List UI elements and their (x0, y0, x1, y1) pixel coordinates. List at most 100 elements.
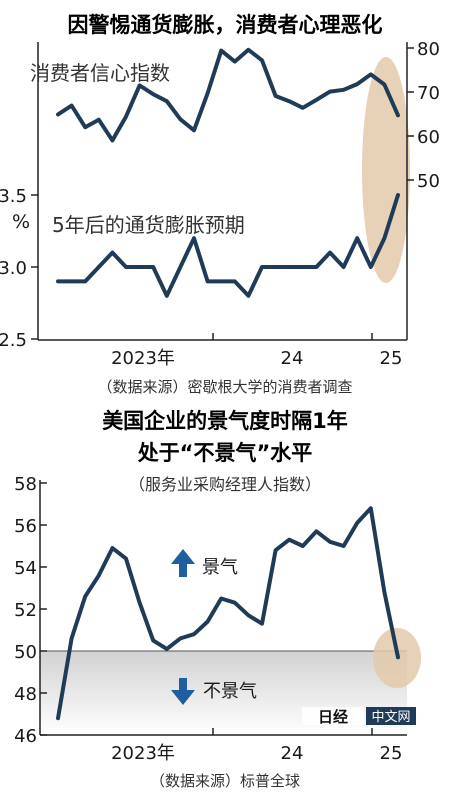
chart2-tick-label: 52 (14, 600, 37, 621)
services-pmi-point (314, 529, 318, 533)
consumer-sentiment-point (246, 48, 250, 52)
inflation-expectation-point (192, 236, 196, 240)
inflation-expectation-point (110, 251, 114, 255)
inflation-expectation-point (314, 265, 318, 269)
consumer-sentiment-line (56, 47, 400, 143)
inflation-expectation-point (70, 279, 74, 283)
consumer-sentiment-point (274, 94, 278, 98)
chart1-right-tick-label: 60 (417, 127, 440, 148)
chart1-right-tick-label: 70 (417, 83, 440, 104)
services-pmi-point (165, 647, 169, 651)
consumer-sentiment-point (192, 128, 196, 132)
chart2-tick-label: 58 (14, 474, 37, 495)
watermark-label-bg (366, 707, 416, 725)
chart1-right-tick-label: 80 (417, 39, 440, 60)
services-pmi-point (342, 544, 346, 548)
chart2-tick-label: 56 (14, 516, 37, 537)
consumer-sentiment-point (287, 99, 291, 103)
services-pmi-point (192, 632, 196, 636)
services-pmi-point (124, 557, 128, 561)
consumer-sentiment-point (301, 106, 305, 110)
inflation-expectation-point (328, 251, 332, 255)
services-pmi-point (138, 601, 142, 605)
chart2-y-ticks: 58 56 54 52 50 48 46 (14, 474, 47, 747)
services-pmi-point (110, 546, 114, 550)
inflation-expectation-point (83, 279, 87, 283)
consumer-sentiment-point (151, 92, 155, 96)
consumer-sentiment-point (124, 115, 128, 119)
services-pmi-point (219, 597, 223, 600)
services-pmi-point (178, 636, 182, 640)
inflation-expectation-point (56, 279, 60, 283)
consumer-sentiment-point (110, 138, 114, 142)
services-pmi-point (70, 636, 74, 640)
chart2-title-line1: 美国企业的景气度时隔1年 (102, 409, 348, 433)
chart1-xlabel-25: 25 (380, 348, 403, 369)
consumer-sentiment-point (233, 60, 237, 64)
chart1-xlabel-24: 24 (281, 348, 304, 369)
chart2-title-line2: 处于“不景气”水平 (137, 441, 313, 465)
chart1-source: （数据来源）密歇根大学的消费者调查 (97, 378, 352, 396)
services-pmi-point (287, 538, 291, 542)
nikkei-watermark: 日经 中文网 (302, 707, 416, 726)
consumer-sentiment-point (342, 88, 346, 92)
chart1-left-tick-label: 2.5 (0, 330, 27, 351)
inflation-expectation-point (246, 294, 250, 298)
inflation-expectation-point (178, 265, 182, 269)
services-pmi-point (233, 601, 237, 605)
inflation-expectation-point (151, 265, 155, 269)
chart2-xlabel-2023: 2023年 (111, 743, 175, 764)
services-pmi-point (151, 639, 155, 642)
chart1-xlabel-2023: 2023年 (111, 348, 175, 369)
inflation-expectation-point (274, 265, 278, 269)
inflation-expectation-point (382, 236, 386, 240)
consumer-sentiment-point (83, 125, 87, 129)
inflation-expectation-point (396, 193, 400, 197)
services-pmi-point (206, 620, 210, 624)
services-pmi-point (246, 613, 250, 617)
chart2-xlabel-25: 25 (380, 743, 403, 764)
chart2-tick-label: 54 (14, 558, 37, 579)
inflation-expectation-point (260, 265, 264, 269)
consumer-sentiment-point (178, 117, 182, 121)
watermark-logo-bg (302, 707, 364, 725)
consumer-sentiment-point (314, 98, 318, 102)
consumer-sentiment-point (165, 99, 169, 103)
inflation-expectation-point (97, 265, 101, 269)
chart2-up-label: 景气 (202, 557, 238, 578)
chart1-title: 因警惕通货膨胀，消费者心理恶化 (68, 13, 383, 37)
consumer-sentiment-point (219, 49, 223, 53)
consumer-sentiment-point (355, 82, 359, 86)
services-pmi-line (56, 506, 400, 721)
services-pmi-point (328, 540, 332, 544)
services-pmi-point (301, 544, 305, 548)
chart2-down-label: 不景气 (203, 681, 257, 702)
chart1-right-tick-label: 50 (417, 171, 440, 192)
consumer-sentiment-point (369, 72, 373, 76)
chart2-xlabel-24: 24 (281, 743, 304, 764)
services-pmi-point (83, 594, 87, 598)
inflation-expectation-line (56, 193, 400, 298)
chart2-subtitle: （服务业采购经理人指数） (129, 475, 321, 494)
services-pmi-point (396, 655, 400, 659)
services-pmi-point (355, 521, 359, 525)
chart1-left-tick-label: 3.0 (0, 258, 27, 279)
inflation-expectation-point (233, 279, 237, 283)
consumer-sentiment-point (260, 58, 264, 62)
chart2-tick-label: 46 (14, 726, 37, 747)
watermark-label: 中文网 (371, 710, 410, 725)
services-pmi-point (56, 716, 60, 720)
services-pmi-point (97, 573, 101, 577)
services-pmi-point (369, 506, 373, 510)
chart1-right-ticks: 80 70 60 50 (407, 39, 440, 192)
services-pmi-point (274, 548, 278, 552)
services-pmi-point (260, 622, 264, 626)
chart1-unit-label: % (12, 211, 30, 233)
inflation-expectation-point (124, 265, 128, 269)
consumer-sentiment-point (328, 90, 332, 94)
chart1-left-tick-label: 3.5 (0, 186, 27, 207)
consumer-sentiment-point (382, 83, 386, 87)
consumer-sentiment-point (206, 91, 210, 95)
inflation-expectation-point (206, 279, 210, 283)
